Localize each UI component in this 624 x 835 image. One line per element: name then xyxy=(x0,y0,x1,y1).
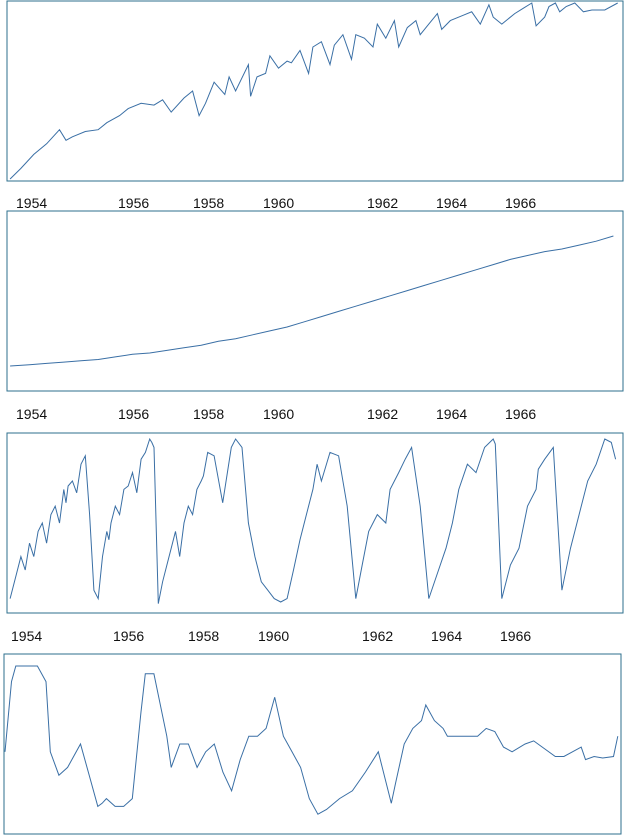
x-tick-label: 1954 xyxy=(11,628,42,644)
x-tick-label: 1954 xyxy=(16,195,47,211)
x-tick-label: 1960 xyxy=(258,628,289,644)
x-tick-label: 1966 xyxy=(500,628,531,644)
x-tick-label: 1966 xyxy=(505,406,536,422)
x-tick-label: 1960 xyxy=(263,195,294,211)
plot-frame xyxy=(3,653,622,835)
x-tick-label: 1958 xyxy=(193,195,224,211)
x-tick-label: 1966 xyxy=(505,195,536,211)
x-tick-label: 1958 xyxy=(188,628,219,644)
x-tick-label: 1964 xyxy=(431,628,462,644)
chart-panel-1: 1954 1956 1958 1960 1962 1964 1966 xyxy=(6,0,624,211)
x-tick-label: 1962 xyxy=(367,195,398,211)
x-tick-label: 1956 xyxy=(118,406,149,422)
plot-frame xyxy=(6,432,624,614)
x-tick-label: 1956 xyxy=(118,195,149,211)
series-line xyxy=(4,665,619,815)
series-line xyxy=(10,235,614,367)
x-tick-label: 1958 xyxy=(193,406,224,422)
x-tick-label: 1962 xyxy=(367,406,398,422)
chart-panel-3: 1954 1956 1958 1960 1962 1964 1966 xyxy=(6,432,624,644)
series-line xyxy=(9,437,617,604)
chart-panel-2: 1954 1956 1958 1960 1962 1964 1966 xyxy=(6,210,624,422)
x-tick-label: 1954 xyxy=(16,406,47,422)
x-tick-label: 1960 xyxy=(263,406,294,422)
plot-frame xyxy=(6,0,624,182)
chart-panel-4 xyxy=(3,653,622,835)
x-tick-label: 1964 xyxy=(436,406,467,422)
x-tick-label: 1964 xyxy=(436,195,467,211)
x-tick-label: 1956 xyxy=(113,628,144,644)
series-line xyxy=(9,2,618,180)
x-tick-label: 1962 xyxy=(362,628,393,644)
plot-frame xyxy=(6,210,624,392)
